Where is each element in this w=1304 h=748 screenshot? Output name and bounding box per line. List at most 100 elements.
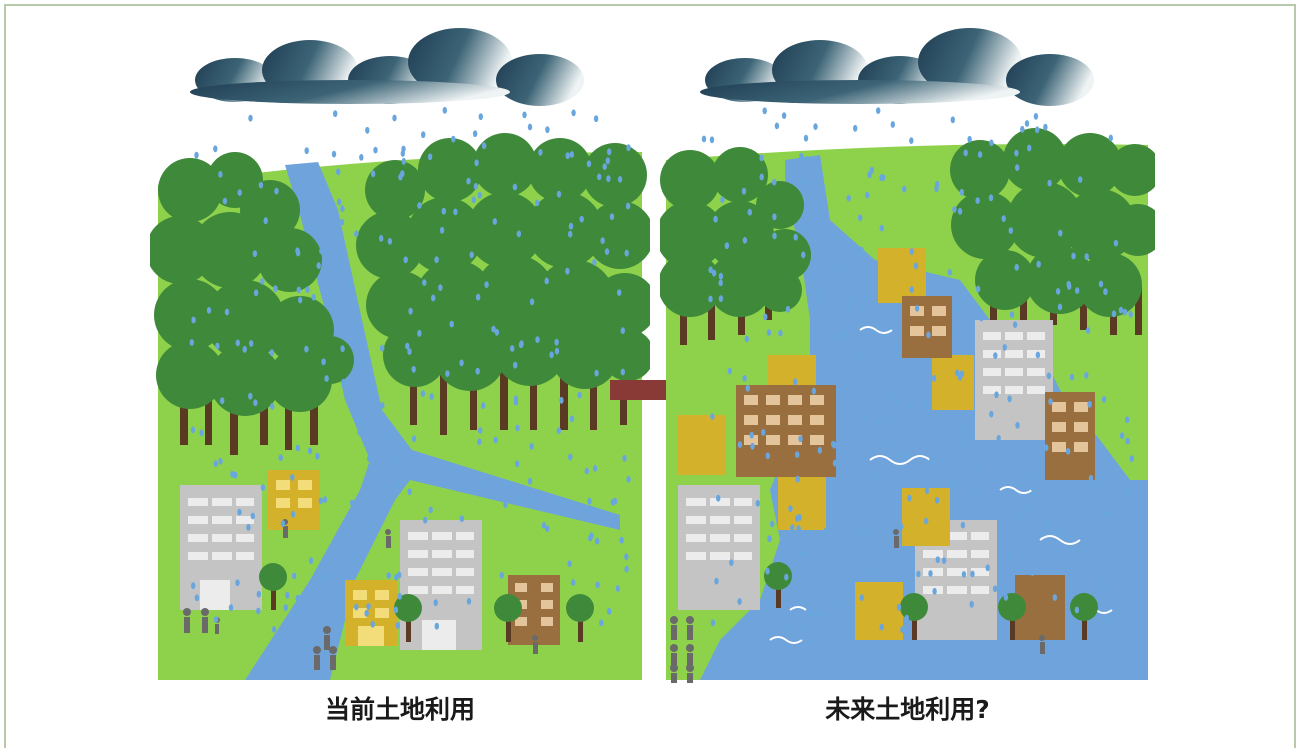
raindrop: [619, 536, 624, 544]
raindrop: [469, 251, 474, 259]
raindrop: [961, 571, 967, 578]
raindrop: [1007, 552, 1012, 560]
raindrop: [1122, 308, 1128, 316]
buildings: [678, 248, 1095, 640]
raindrop: [1018, 514, 1023, 522]
raindrop: [1052, 594, 1057, 601]
raindrop: [459, 359, 464, 367]
raindrop: [1033, 113, 1039, 120]
raindrop: [1024, 120, 1030, 127]
raindrop: [979, 314, 984, 322]
raindrop: [442, 106, 447, 114]
raindrop: [914, 305, 920, 312]
raindrop: [569, 415, 575, 423]
raindrop: [439, 226, 445, 234]
raindrop: [813, 332, 819, 340]
raindrop: [248, 114, 253, 122]
raindrop: [308, 557, 314, 565]
raindrop: [594, 537, 600, 545]
raindrop: [1101, 396, 1107, 403]
raindrop: [701, 135, 707, 143]
raindrop: [213, 460, 218, 468]
raindrop: [429, 393, 434, 400]
raindrop: [727, 367, 732, 375]
raindrop: [718, 272, 724, 280]
raindrop: [762, 107, 767, 115]
raindrop: [1027, 144, 1032, 152]
raindrop: [859, 531, 864, 539]
left-forest: [150, 133, 650, 455]
raindrop: [874, 470, 879, 478]
raindrop: [510, 345, 515, 352]
raindrop: [950, 479, 956, 487]
raindrop: [253, 399, 258, 407]
raindrop: [1106, 617, 1111, 625]
raindrop: [935, 180, 940, 188]
raindrop: [947, 269, 952, 276]
raindrop: [250, 512, 255, 520]
raindrop: [924, 487, 930, 495]
raindrop: [800, 226, 805, 234]
raindrop: [449, 320, 454, 328]
raindrop: [451, 135, 456, 143]
raindrop: [370, 170, 376, 178]
raindrop: [993, 352, 998, 359]
raindrop: [1053, 527, 1059, 535]
raindrop: [513, 361, 518, 369]
raindrop: [341, 378, 346, 386]
raindrop: [708, 266, 713, 274]
raindrop: [913, 262, 919, 270]
raindrop: [1078, 176, 1083, 184]
raindrop: [427, 153, 433, 161]
raindrop: [1002, 344, 1007, 351]
raindrop: [816, 288, 822, 296]
raindrop: [1066, 280, 1071, 288]
raindrop: [260, 484, 266, 491]
raindrop: [1048, 398, 1053, 405]
raindrop: [994, 467, 999, 475]
raindrop: [1129, 455, 1134, 463]
raindrop: [910, 428, 915, 436]
raindrop: [615, 585, 621, 592]
raindrop: [235, 339, 240, 347]
raindrop: [298, 296, 303, 304]
raindrop: [481, 402, 486, 410]
raindrop: [384, 432, 389, 439]
raindrop: [903, 454, 908, 462]
raindrop: [763, 313, 768, 321]
raindrop: [350, 499, 355, 507]
raindrop: [1071, 252, 1076, 260]
raindrop: [315, 452, 320, 460]
raindrop: [755, 499, 760, 507]
raindrop: [909, 560, 914, 568]
raindrop: [474, 159, 479, 167]
raindrop: [859, 594, 864, 601]
raindrop: [1027, 473, 1032, 480]
raindrop: [957, 208, 963, 215]
current-land-use-caption: 当前土地利用: [324, 695, 475, 724]
raindrop: [1058, 229, 1063, 237]
raindrop: [801, 251, 806, 259]
raindrop: [770, 520, 775, 528]
raindrop: [875, 417, 880, 425]
raindrop: [592, 465, 598, 472]
raindrop: [549, 351, 554, 359]
raindrop: [742, 237, 748, 244]
raindrop: [213, 145, 218, 153]
raindrop: [801, 550, 806, 558]
raindrop: [565, 152, 570, 160]
raindrop: [545, 525, 550, 532]
raindrop: [1128, 310, 1133, 318]
raindrop: [354, 603, 359, 611]
raindrop: [1107, 510, 1112, 517]
raindrop: [745, 384, 750, 392]
raindrop: [935, 556, 940, 564]
raindrop: [471, 196, 476, 204]
raindrop: [759, 154, 764, 162]
raindrop: [263, 217, 268, 225]
raindrop: [724, 242, 730, 250]
future-land-use-caption: 未来土地利用?: [825, 695, 990, 724]
raindrop: [716, 494, 721, 502]
raindrop: [1108, 134, 1113, 142]
raindrop: [955, 304, 961, 312]
